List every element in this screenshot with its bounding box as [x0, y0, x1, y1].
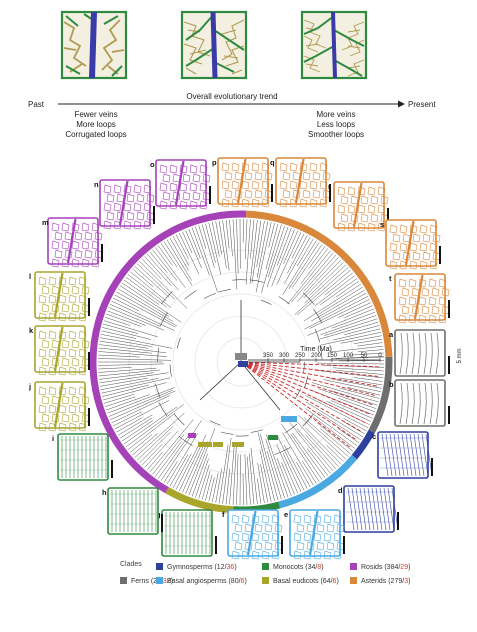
clade-arc-rosids [93, 214, 246, 490]
time-tick-label: 350 [263, 353, 274, 359]
past-trait-1: Fewer veins [74, 110, 117, 119]
panel-letter-j: j [28, 382, 31, 391]
leaf-panel-s: s [380, 220, 440, 269]
time-tick-label: 50 [361, 353, 368, 359]
leaf-panel-j: j [28, 382, 89, 431]
leaf-panel-m: m [42, 218, 102, 267]
past-trait-2: More loops [76, 120, 116, 129]
legend-label: Monocots (34/8) [273, 564, 324, 571]
time-tick-label: 200 [311, 353, 322, 359]
trend-leaf-1 [62, 12, 126, 78]
legend-label: Asterids (279/3) [361, 578, 410, 585]
legend-item-monocots: Monocots (34/8) [262, 563, 324, 571]
legend-label: Gymnosperms (12/36) [167, 564, 237, 571]
clade-arc-gymnosperms [354, 432, 371, 458]
panel-letter-d: d [338, 486, 343, 495]
leaf-panel-f: f [222, 510, 282, 559]
trend-arrow [58, 101, 405, 108]
time-tick-label: 300 [279, 353, 290, 359]
panel-letter-k: k [29, 326, 34, 335]
leaf-panel-h: h [102, 488, 162, 534]
panel-letter-b: b [389, 380, 394, 389]
legend-swatch [262, 563, 269, 570]
leaf-panel-o: o [150, 160, 210, 209]
panel-letter-i: i [52, 434, 54, 443]
time-tick-label: 150 [327, 353, 338, 359]
leaf-panel-q: q [270, 158, 330, 207]
root-node-marker-2 [238, 361, 248, 367]
leaf-panel-g: g [156, 510, 216, 556]
panel-letter-o: o [150, 160, 155, 169]
scale-bar-label: 5 mm [457, 348, 463, 363]
legend-swatch [156, 563, 163, 570]
clade-arc-ferns [372, 357, 389, 432]
panel-letter-t: t [389, 274, 392, 283]
legend: Clades [120, 561, 142, 568]
time-axis-title: Time (Ma) [300, 346, 332, 353]
root-node-marker [235, 353, 247, 360]
legend-swatch [350, 577, 357, 584]
past-trait-3: Corrugated loops [65, 130, 126, 139]
leaf-panel-k: k [29, 326, 89, 375]
legend-items: Ferns (27/32) Gymnosperms (12/36) Basal an… [120, 563, 410, 585]
panel-letter-q: q [270, 158, 275, 167]
legend-swatch [350, 563, 357, 570]
legend-swatch [262, 577, 269, 584]
clade-arc-basal-eudicots [167, 490, 233, 510]
leaf-panel-t: t [389, 274, 449, 323]
panel-letter-a: a [389, 330, 394, 339]
panel-letter-l: l [29, 272, 31, 281]
present-trait-3: Smoother loops [308, 130, 364, 139]
panel-letter-r: r [328, 182, 331, 191]
legend-item-ferns: Ferns (27/32) [120, 577, 173, 585]
trend-leaf-2 [182, 12, 246, 78]
legend-title: Clades [120, 561, 142, 568]
panel-letter-c: c [372, 432, 376, 441]
leaf-panel-p: p [212, 158, 272, 207]
leaf-panel-e: e [284, 510, 344, 559]
leaf-panel-d: d [338, 486, 398, 532]
legend-swatch [156, 577, 163, 584]
panel-letter-s: s [380, 220, 384, 229]
legend-item-rosids: Rosids (384/29) [350, 563, 410, 571]
legend-swatch [120, 577, 127, 584]
present-trait-1: More veins [316, 110, 355, 119]
panel-letter-n: n [94, 180, 99, 189]
present-label: Present [408, 100, 436, 109]
legend-item-basal-eudicots: Basal eudicots (64/6) [262, 577, 339, 585]
legend-label: Basal angiosperms (80/6) [167, 578, 247, 585]
clade-arc-basal-angiosperms [279, 457, 354, 505]
panel-letter-e: e [284, 510, 288, 519]
leaf-panel-i: i [52, 434, 112, 480]
legend-label: Basal eudicots (64/6) [273, 578, 339, 585]
past-label: Past [28, 100, 45, 109]
leaf-panel-r: r [328, 182, 388, 231]
time-tick-label: 100 [343, 353, 354, 359]
legend-item-basal-angiosperms: Basal angiosperms (80/6) [156, 577, 247, 585]
legend-item-gymnosperms: Gymnosperms (12/36) [156, 563, 237, 571]
present-trait-2: Less loops [317, 120, 355, 129]
leaf-panel-n: n [94, 180, 154, 229]
overall-trend-label: Overall evolutionary trend [186, 92, 277, 101]
leaf-panel-l: l [29, 272, 89, 321]
panel-letter-h: h [102, 488, 107, 497]
legend-item-asterids: Asterids (279/3) [350, 577, 410, 585]
leaf-panel-c: c [372, 432, 432, 478]
trend-leaf-3 [302, 12, 366, 78]
panel-letter-m: m [42, 218, 49, 227]
time-tick-label: 250 [295, 353, 306, 359]
panel-letter-p: p [212, 158, 217, 167]
leaf-panel-b: b [389, 380, 449, 426]
legend-label: Rosids (384/29) [361, 564, 410, 571]
leaf-panel-a: a [389, 330, 449, 376]
time-tick-label: 0 [378, 353, 382, 359]
